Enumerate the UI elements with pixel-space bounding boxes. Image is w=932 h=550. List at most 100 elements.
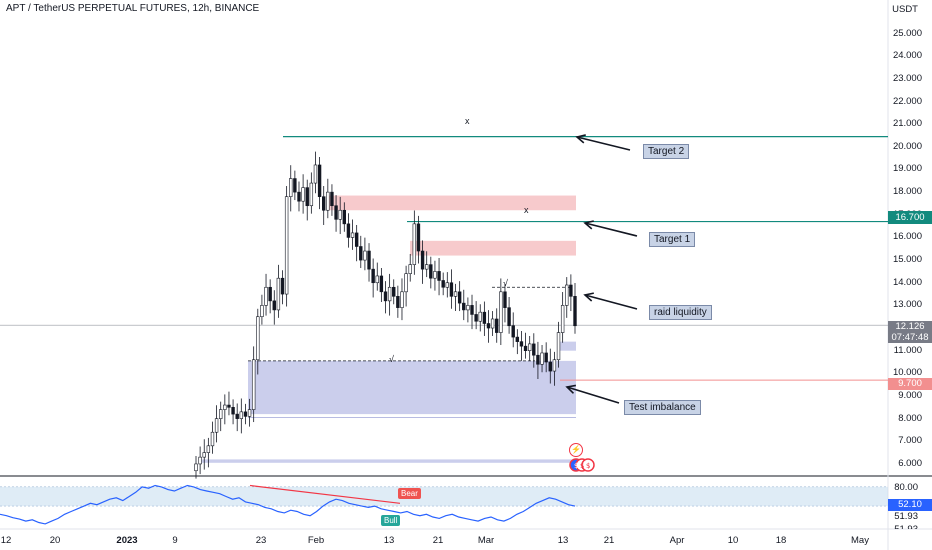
candle-body	[223, 404, 227, 410]
target-price-badge: 16.700	[888, 211, 932, 224]
candle-body	[429, 264, 433, 279]
candle-body	[462, 302, 466, 311]
candle-body	[573, 296, 577, 327]
candle-body	[198, 456, 202, 465]
candle-body	[453, 291, 458, 297]
candle-body	[227, 404, 231, 408]
candle-body	[532, 343, 536, 356]
price-tick: 16.000	[892, 231, 922, 243]
price-tick: 14.000	[892, 276, 922, 288]
svg-text:$: $	[574, 462, 578, 470]
candle-body	[424, 264, 429, 270]
candle-body	[309, 182, 314, 207]
time-tick: 20	[49, 535, 61, 546]
price-tick: 24.000	[892, 50, 922, 62]
rsi-layer	[0, 484, 888, 525]
candle-body	[322, 196, 326, 211]
time-tick: 13	[557, 535, 569, 546]
price-tick: 19.000	[892, 163, 922, 175]
candle-body	[536, 354, 540, 365]
countdown-badge: 07:47:48	[888, 332, 932, 343]
candle-body	[412, 223, 417, 265]
candle-body	[231, 407, 235, 415]
candle-body	[404, 273, 408, 293]
candle-body	[342, 209, 347, 225]
candle-body	[482, 311, 487, 324]
candle-body	[202, 452, 206, 458]
rsi-line	[0, 484, 576, 525]
bear-divergence-line	[249, 484, 401, 504]
svg-text:$: $	[580, 462, 584, 470]
candle-body	[552, 359, 557, 372]
demand-zone	[248, 360, 576, 415]
candle-body	[219, 409, 223, 419]
candle-body	[466, 305, 470, 311]
candle-body	[408, 264, 412, 274]
symbol-title[interactable]: APT / TetherUS PERPETUAL FUTURES, 12h, B…	[6, 3, 260, 14]
arrow-target2-head	[575, 134, 586, 144]
target1-label: Target 1	[649, 232, 696, 247]
price-tick: 8.000	[898, 412, 922, 424]
stop-price-badge: 9.700	[888, 378, 932, 390]
dividends-icon[interactable]: $ $ $	[569, 458, 595, 472]
candle-body	[503, 291, 507, 308]
candle-body	[317, 164, 322, 197]
candle-body	[507, 307, 511, 327]
supply-zone	[410, 240, 576, 256]
time-tick: 21	[432, 535, 444, 546]
candle-body	[346, 223, 351, 238]
candle-body	[379, 275, 384, 293]
candle-body	[544, 352, 548, 363]
candle-body	[239, 411, 244, 419]
candle-body	[433, 271, 437, 279]
candle-body	[420, 250, 425, 270]
rsi-tick-cut: 51.93	[894, 524, 918, 529]
test-imbalance-label: Test imbalance	[624, 400, 701, 415]
lightning-icon[interactable]: ⚡	[569, 443, 583, 457]
candle-body	[371, 268, 375, 284]
candle-body	[350, 232, 355, 238]
check-mark-low: √	[389, 354, 394, 364]
price-tick: 10.000	[892, 367, 922, 379]
candle-body	[247, 409, 252, 417]
candle-body	[264, 286, 268, 306]
candle-body	[441, 280, 445, 288]
candle-body	[326, 191, 330, 211]
candle-body	[396, 296, 400, 308]
time-tick: 21	[603, 535, 615, 546]
arrows-layer	[565, 134, 638, 404]
candle-body	[540, 352, 544, 365]
demand-zone	[560, 341, 576, 351]
arrow-target1-head	[583, 220, 594, 230]
candle-body	[354, 232, 359, 247]
candle-body	[556, 332, 561, 361]
candle-body	[548, 361, 552, 372]
rsi-tick-80: 80.00	[894, 482, 918, 493]
candle-body	[437, 271, 441, 281]
candle-body	[387, 286, 392, 302]
candle-body	[235, 413, 239, 419]
arrow-test	[566, 386, 620, 404]
time-tick: 10	[727, 535, 739, 546]
rsi-value-badge: 52.10	[888, 499, 932, 511]
x-mark-top: x	[465, 116, 470, 126]
candle-body	[268, 286, 272, 302]
candle-body	[511, 325, 515, 338]
candle-body	[363, 250, 367, 261]
candle-body	[251, 359, 256, 410]
candle-body	[474, 314, 478, 322]
candle-body	[194, 463, 198, 472]
price-tick: 15.000	[892, 254, 922, 266]
x-mark-mid: x	[524, 205, 529, 215]
candle-body	[313, 164, 318, 184]
price-tick: 25.000	[892, 27, 922, 39]
price-tick: 23.000	[892, 72, 922, 84]
arrow-target2	[576, 136, 631, 151]
candle-body	[490, 318, 495, 329]
time-tick: Apr	[669, 535, 685, 546]
time-tick: 13	[383, 535, 395, 546]
candle-body	[445, 282, 449, 288]
price-tick: 18.000	[892, 186, 922, 198]
